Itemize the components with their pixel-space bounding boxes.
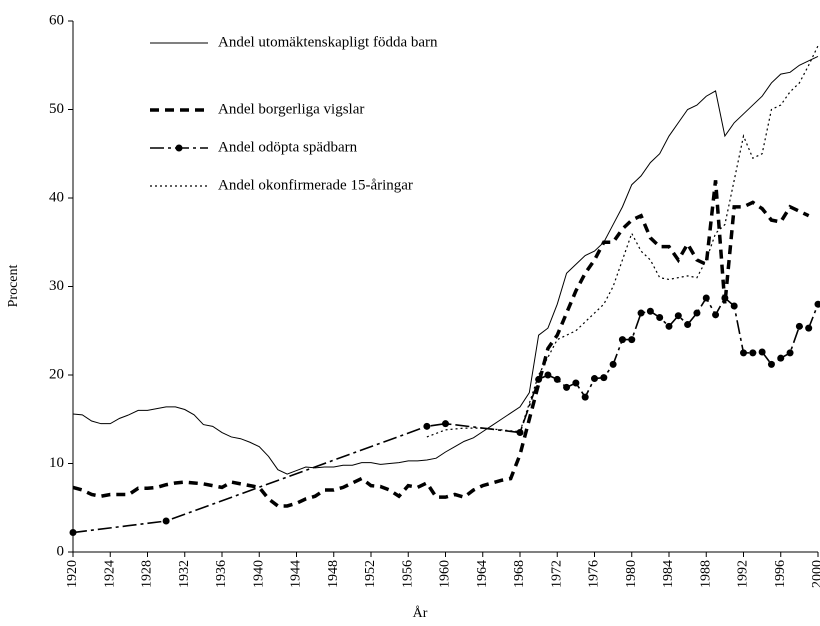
series-marker [628, 336, 636, 344]
x-tick-label: 1992 [736, 560, 751, 588]
series-marker [814, 300, 820, 308]
series-marker [637, 309, 645, 317]
x-tick-label: 1920 [65, 560, 80, 588]
x-tick-label: 1968 [512, 560, 527, 588]
y-tick-label: 10 [49, 455, 64, 471]
legend-label: Andel odöpta spädbarn [218, 139, 358, 155]
series-marker [609, 360, 617, 368]
series-marker [544, 371, 552, 379]
series-marker [591, 375, 598, 383]
x-tick-label: 1936 [214, 560, 229, 588]
series-marker [553, 375, 561, 383]
y-axis-label: Procent [6, 265, 21, 308]
series-line [72, 55, 819, 475]
series-marker [516, 429, 524, 437]
x-tick-label: 1996 [773, 560, 788, 588]
x-tick-label: 1928 [140, 560, 155, 588]
series-marker [749, 349, 757, 357]
series-marker [69, 529, 77, 537]
y-tick-label: 40 [49, 189, 64, 205]
x-tick-label: 1980 [624, 560, 639, 588]
x-tick-label: 1956 [400, 560, 415, 588]
series-marker [684, 321, 692, 329]
series-marker [712, 311, 720, 319]
series-marker [665, 322, 673, 330]
x-tick-label: 1964 [475, 560, 490, 588]
y-tick-label: 0 [57, 543, 65, 559]
legend-label: Andel okonfirmerade 15-åringar [218, 177, 413, 193]
series-marker [758, 348, 766, 356]
series-marker [777, 354, 785, 362]
series-marker [581, 393, 589, 401]
series-marker [423, 422, 431, 430]
series-marker [786, 349, 794, 357]
series-marker [674, 312, 682, 320]
series-marker [767, 360, 775, 368]
x-tick-label: 1960 [438, 560, 453, 588]
legend-marker [175, 144, 183, 152]
series-marker [646, 307, 654, 315]
y-tick-label: 60 [49, 12, 64, 28]
series-marker [805, 324, 813, 332]
legend-label: Andel borgerliga vigslar [218, 101, 364, 117]
series-line [72, 180, 810, 508]
series-marker [795, 322, 803, 330]
x-tick-label: 1952 [363, 560, 378, 588]
series-marker [693, 309, 701, 317]
series-marker [730, 302, 738, 310]
x-tick-label: 1972 [549, 560, 564, 588]
x-tick-label: 1944 [289, 560, 304, 588]
series-marker [563, 383, 571, 391]
x-tick-label: 1976 [587, 560, 602, 588]
x-tick-label: 1940 [251, 560, 266, 588]
series-marker [162, 517, 170, 525]
series-marker [702, 294, 710, 302]
series-marker [442, 420, 449, 428]
x-tick-label: 1988 [698, 560, 713, 588]
y-tick-label: 20 [49, 366, 64, 382]
x-tick-label: 1984 [661, 560, 676, 588]
y-tick-label: 30 [49, 278, 64, 294]
series-marker [721, 294, 729, 302]
series-marker [600, 374, 608, 382]
x-tick-label: 1932 [177, 560, 192, 588]
series-marker [656, 313, 664, 321]
series-marker [572, 379, 580, 387]
x-axis-label: År [413, 605, 428, 621]
series-marker [740, 349, 747, 357]
x-tick-label: 1948 [326, 560, 341, 588]
series-marker [535, 375, 543, 383]
series-marker [618, 336, 626, 344]
series-line [426, 45, 819, 438]
legend-label: Andel utomäktenskapligt födda barn [218, 34, 438, 50]
x-tick-label: 1924 [102, 560, 117, 588]
x-tick-label: 2000 [810, 560, 820, 588]
y-tick-label: 50 [49, 101, 64, 117]
